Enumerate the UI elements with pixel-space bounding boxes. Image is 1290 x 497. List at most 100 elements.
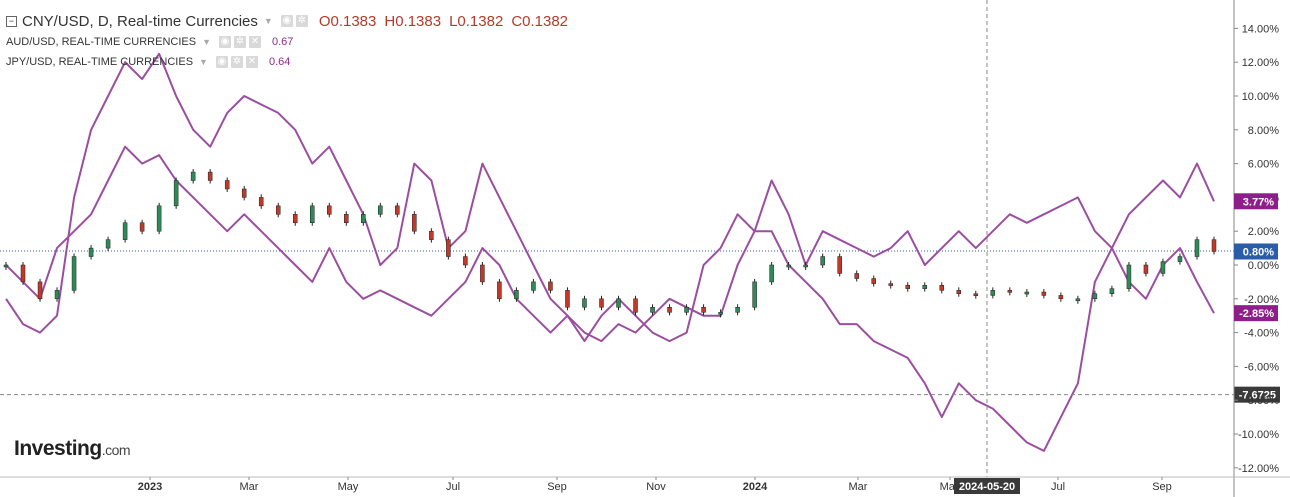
crosshair-date-label: 2024-05-20 xyxy=(959,481,1015,493)
candle xyxy=(497,281,502,300)
candle xyxy=(344,214,349,224)
candle xyxy=(1041,291,1047,296)
candle xyxy=(633,298,638,313)
candle xyxy=(973,293,979,296)
candle xyxy=(922,285,928,289)
legend: − CNY/USD, D, Real-time Currencies ▼ ◉ ✲… xyxy=(6,10,568,72)
close-icon[interactable]: ✕ xyxy=(249,36,261,48)
y-tick-label: 10.00% xyxy=(1242,91,1280,103)
main-series-name: CNY/USD, D, Real-time Currencies xyxy=(22,12,258,30)
candle xyxy=(616,298,621,308)
jpy-last-value: -2.85% xyxy=(1239,308,1274,320)
y-tick-label: -10.00% xyxy=(1238,429,1279,441)
ohlc-high: H0.1383 xyxy=(384,12,442,30)
series-value: 0.67 xyxy=(272,36,294,48)
candle xyxy=(71,256,77,291)
gear-icon[interactable]: ✲ xyxy=(234,36,246,48)
candle xyxy=(718,312,723,315)
candle xyxy=(684,307,689,313)
x-tick-label: Jul xyxy=(446,481,460,493)
candle xyxy=(1058,295,1064,300)
candle xyxy=(990,290,996,296)
y-tick-label: 8.00% xyxy=(1248,125,1279,137)
candle xyxy=(905,285,910,289)
close-icon[interactable]: ✕ xyxy=(245,56,258,68)
visibility-icon[interactable]: ◉ xyxy=(280,15,293,27)
chevron-down-icon[interactable]: ▼ xyxy=(202,37,211,47)
candle xyxy=(122,222,128,240)
x-tick-label: May xyxy=(338,481,359,493)
visibility-icon[interactable]: ◉ xyxy=(219,36,231,48)
candle xyxy=(1075,298,1081,302)
ohlc-close: C0.1382 xyxy=(511,12,569,30)
gear-icon[interactable]: ✲ xyxy=(230,56,243,68)
candle xyxy=(531,281,536,291)
candle xyxy=(54,290,60,300)
cny-last-value: 0.80% xyxy=(1243,246,1274,258)
candle xyxy=(207,171,213,181)
candle xyxy=(190,171,196,181)
visibility-icon[interactable]: ◉ xyxy=(215,56,228,68)
candle xyxy=(1024,291,1030,295)
candle xyxy=(156,205,162,232)
candle xyxy=(446,239,451,257)
legend-main[interactable]: − CNY/USD, D, Real-time Currencies ▼ ◉ ✲… xyxy=(6,10,568,32)
x-tick-label: 2023 xyxy=(138,481,162,493)
candle xyxy=(1109,288,1115,294)
candle xyxy=(871,278,876,284)
candle xyxy=(701,307,706,313)
y-tick-label: 0.00% xyxy=(1248,260,1279,272)
gear-icon[interactable]: ✲ xyxy=(295,15,308,27)
candle xyxy=(803,264,808,268)
candle xyxy=(327,205,332,215)
candle xyxy=(548,281,553,291)
y-tick-label: -4.00% xyxy=(1244,328,1279,340)
ohlc-open: O0.1383 xyxy=(318,12,377,30)
aud-last-value: 3.77% xyxy=(1243,196,1274,208)
candle xyxy=(1092,293,1098,300)
y-tick-label: -2.00% xyxy=(1244,294,1279,306)
candle xyxy=(480,264,485,283)
candle xyxy=(378,205,383,215)
candle xyxy=(1211,239,1217,252)
jpy-last-value-box xyxy=(1234,305,1278,322)
series-name: AUD/USD, REAL-TIME CURRENCIES xyxy=(6,36,197,48)
candle xyxy=(956,290,962,294)
legend-series-aud[interactable]: AUD/USD, REAL-TIME CURRENCIES ▼ ◉ ✲ ✕ 0.… xyxy=(6,32,568,52)
candle xyxy=(292,214,298,224)
candle xyxy=(837,256,842,274)
y-tick-label: 6.00% xyxy=(1248,159,1279,171)
candle xyxy=(88,247,94,257)
candle xyxy=(1007,290,1013,293)
candle xyxy=(650,307,655,313)
candle xyxy=(395,205,400,215)
candle xyxy=(769,264,774,283)
investing-logo: Investing.com xyxy=(14,437,131,460)
x-tick-label: Mar xyxy=(849,481,868,493)
candle xyxy=(565,290,570,308)
candle xyxy=(735,307,740,313)
candle xyxy=(173,180,179,207)
chevron-down-icon[interactable]: ▼ xyxy=(199,57,208,67)
candle-series xyxy=(3,169,1217,318)
x-tick-label: Mar xyxy=(240,481,259,493)
candle xyxy=(786,264,791,268)
candle xyxy=(361,214,366,224)
crosshair-value-label: -7.6725 xyxy=(1239,390,1276,402)
y-tick-label: 12.00% xyxy=(1242,57,1280,69)
price-labels: 0.80% 3.77% -2.85% xyxy=(1234,193,1278,322)
candle xyxy=(139,222,145,232)
y-tick-label: 2.00% xyxy=(1248,226,1279,238)
collapse-icon[interactable]: − xyxy=(6,15,17,27)
candle xyxy=(854,273,859,279)
legend-series-jpy[interactable]: JPY/USD, REAL-TIME CURRENCIES ▼ ◉ ✲ ✕ 0.… xyxy=(6,52,568,72)
series-lines xyxy=(5,52,1215,452)
series-name: JPY/USD, REAL-TIME CURRENCIES xyxy=(6,56,194,68)
candle xyxy=(258,197,264,207)
chevron-down-icon[interactable]: ▼ xyxy=(263,16,273,26)
series-line-aud-usd xyxy=(5,52,1215,343)
candle xyxy=(1177,256,1183,262)
